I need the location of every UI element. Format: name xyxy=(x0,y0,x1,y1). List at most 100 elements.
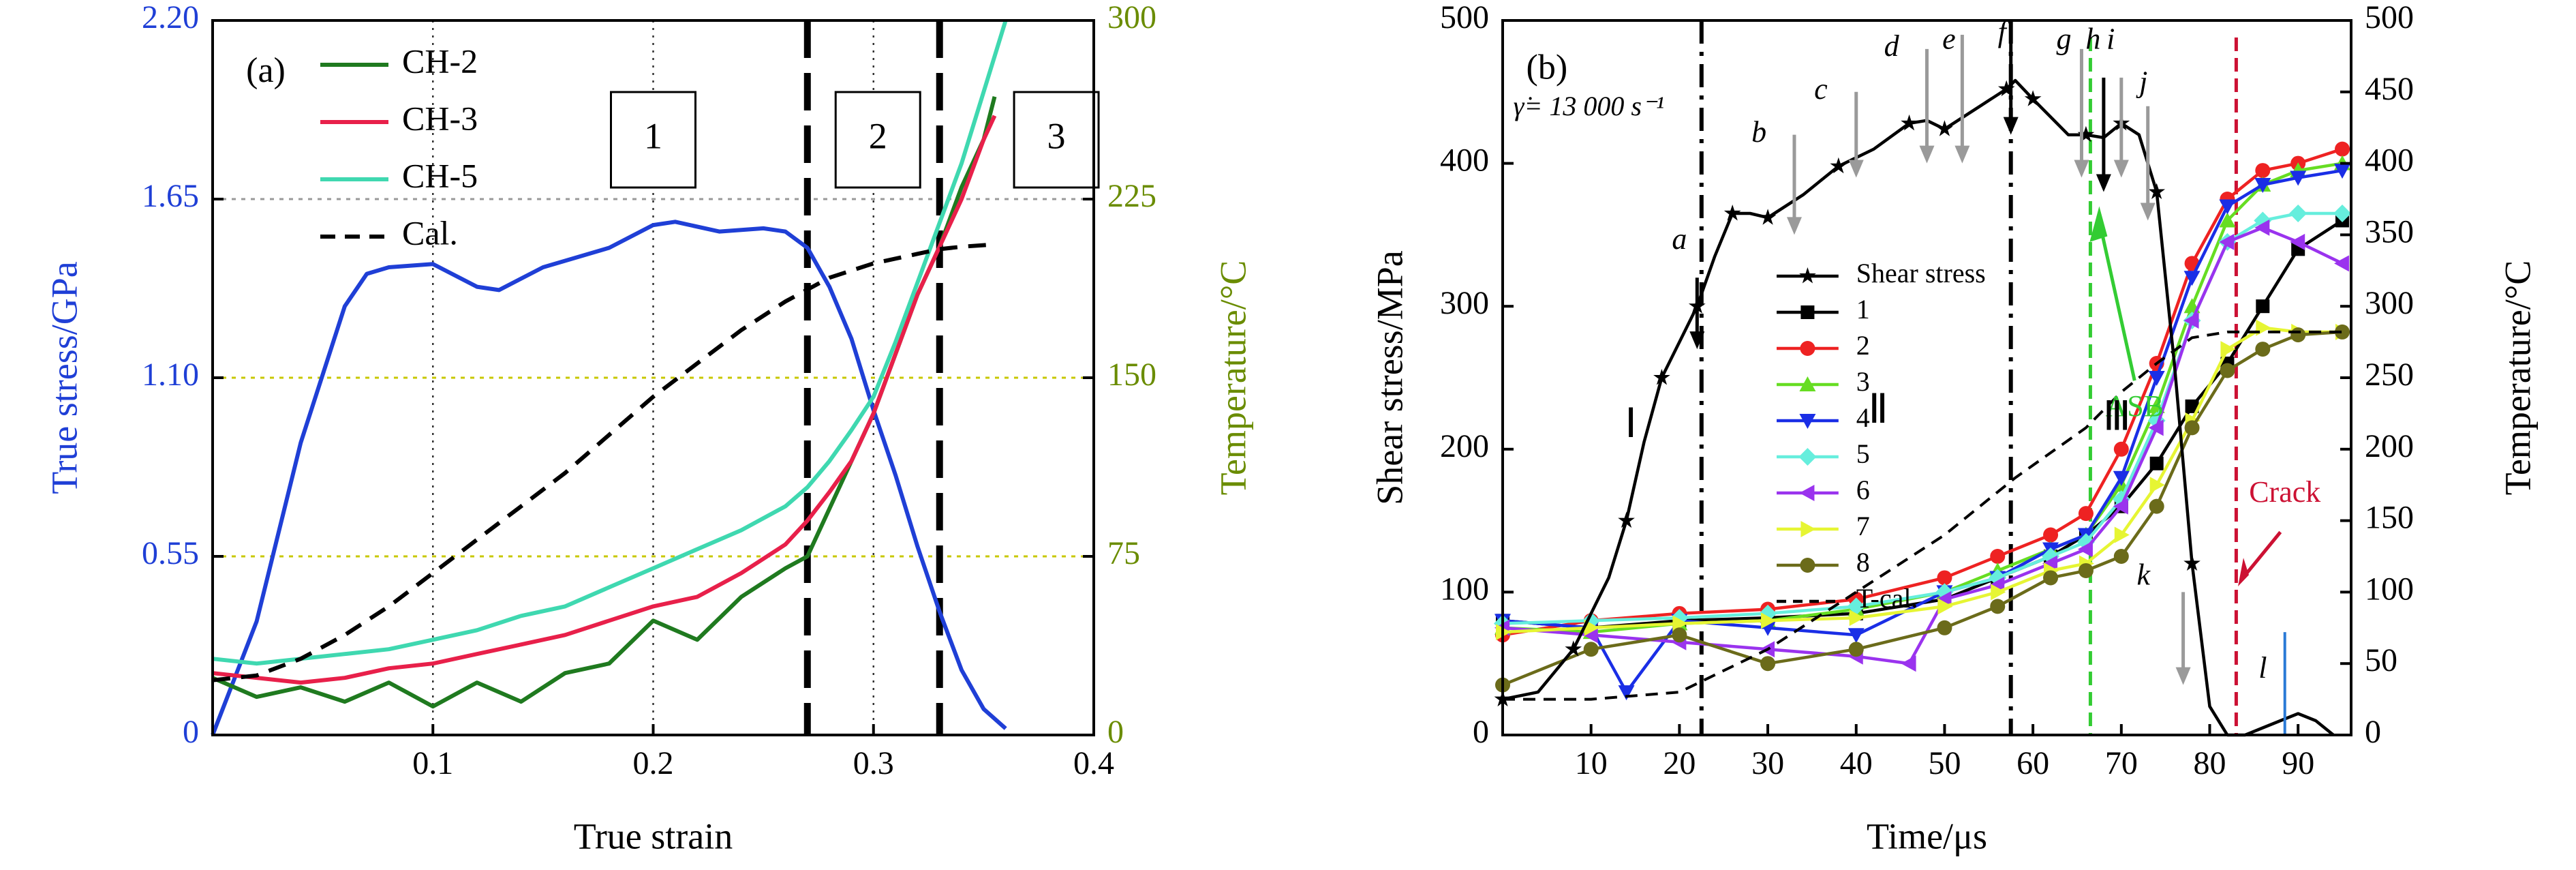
b-series-8-point-2 xyxy=(1672,627,1687,643)
b-yr-tick-label-150: 150 xyxy=(2365,500,2414,536)
b-stage-label-1: Ⅰ xyxy=(1625,401,1637,446)
b-yr-tick-label-400: 400 xyxy=(2365,142,2414,179)
a-legend-label-2: CH-3 xyxy=(402,99,478,137)
b-series-shear-stress-point-24 xyxy=(2077,125,2095,142)
b-x-tick-label-80: 80 xyxy=(2194,745,2226,781)
b-yl-tick-label-500: 500 xyxy=(1440,0,1489,35)
b-arrow-j-head xyxy=(2140,202,2156,221)
b-arrow-e-head xyxy=(1954,145,1970,164)
b-legend-label-5: 5 xyxy=(1856,438,1870,469)
b-point-label-k: k xyxy=(2136,558,2151,592)
b-series-1-point-11 xyxy=(2185,399,2199,413)
b-series-1-point-10 xyxy=(2149,456,2164,470)
b-strain-rate-label: γ̇= 13 000 s⁻¹ xyxy=(1514,91,1664,121)
b-yr-tick-label-0: 0 xyxy=(2365,714,2381,750)
b-yr-tick-label-200: 200 xyxy=(2365,428,2414,464)
b-series-2 xyxy=(1502,147,2343,637)
b-series-6-point-12 xyxy=(2183,312,2199,329)
b-series-6-point-9 xyxy=(2077,541,2093,558)
b-point-label-b: b xyxy=(1751,115,1766,149)
b-series-6-point-16 xyxy=(2334,255,2350,272)
b-series-2-point-9 xyxy=(2113,441,2129,457)
b-point-label-h: h xyxy=(2085,22,2100,56)
b-legend-label-8: 8 xyxy=(1856,547,1870,578)
b-legend-marker-5 xyxy=(1798,448,1817,466)
b-legend-marker-8 xyxy=(1800,558,1815,573)
b-series-7-point-2 xyxy=(1672,615,1688,632)
b-point-label-c: c xyxy=(1814,72,1828,106)
a-series-cal- xyxy=(212,242,995,682)
b-series-6-point-8 xyxy=(2042,555,2058,572)
b-series-8-point-13 xyxy=(2255,342,2271,357)
b-point-label-j: j xyxy=(2136,65,2147,98)
b-series-2-point-15 xyxy=(2335,141,2350,157)
a-region-label-2: 2 xyxy=(869,115,887,156)
a-yr-tick-label-150: 150 xyxy=(1107,357,1156,393)
b-x-tick-label-70: 70 xyxy=(2105,745,2138,781)
b-series-4-point-14 xyxy=(2254,178,2271,194)
b-arrow-f-head xyxy=(2003,117,2019,135)
b-series-8-point-12 xyxy=(2220,363,2235,378)
b-x-axis-label: Time/μs xyxy=(1867,815,1987,856)
a-series-ch-5 xyxy=(212,20,1008,666)
b-series-6-point-15 xyxy=(2290,233,2305,250)
b-point-label-d: d xyxy=(1884,29,1900,63)
b-series-4-point-12 xyxy=(2183,271,2201,286)
b-asb-label: ASB xyxy=(2105,389,2164,423)
a-yl-tick-label-1.10: 1.10 xyxy=(142,357,199,393)
a-yl-tick-label-2.20: 2.20 xyxy=(142,0,199,35)
b-series-6-point-14 xyxy=(2254,219,2270,236)
b-asb-arrow-head xyxy=(2089,206,2108,242)
a-series-ch-3 xyxy=(212,115,997,685)
b-point-label-i: i xyxy=(2106,22,2115,56)
a-yr-tick-label-300: 300 xyxy=(1107,0,1156,35)
b-series-4-point-11 xyxy=(2148,371,2165,386)
b-series-8-point-15 xyxy=(2335,324,2350,340)
b-series-4-point-13 xyxy=(2219,199,2236,215)
b-series-shear-stress-point-10 xyxy=(1723,205,1741,221)
b-x-tick-label-10: 10 xyxy=(1575,745,1608,781)
b-yl-tick-label-100: 100 xyxy=(1440,571,1489,607)
b-arrow-k-head xyxy=(2175,667,2191,685)
b-series-8-point-11 xyxy=(2184,420,2200,436)
a-panel-label: (a) xyxy=(246,51,286,90)
b-series-7-point-10 xyxy=(2149,477,2165,494)
b-series-6-point-6 xyxy=(1936,590,1952,608)
a-yr-tick-label-225: 225 xyxy=(1107,178,1156,214)
b-series-7-point-9 xyxy=(2114,526,2130,543)
b-series-shear-stress-point-12 xyxy=(1759,209,1777,225)
a-x-tick-label-0.3: 0.3 xyxy=(853,745,894,781)
b-point-label-e: e xyxy=(1942,22,1956,56)
b-series-4-point-15 xyxy=(2290,170,2307,186)
b-arrow-g-head xyxy=(2074,160,2089,178)
a-region-label-3: 3 xyxy=(1047,115,1066,156)
a-region-label-1: 1 xyxy=(644,115,662,156)
b-series-8-point-1 xyxy=(1583,642,1599,657)
b-legend-marker-2 xyxy=(1800,341,1815,356)
b-legend-marker-6 xyxy=(1799,485,1815,501)
a-x-tick-label-0.2: 0.2 xyxy=(633,745,674,781)
b-x-tick-label-90: 90 xyxy=(2282,745,2314,781)
b-series-6-point-10 xyxy=(2113,498,2128,515)
b-series-4-point-16 xyxy=(2334,164,2351,179)
b-series-3 xyxy=(1502,162,2343,634)
b-series-8-point-6 xyxy=(1990,599,2006,614)
b-series-8-point-10 xyxy=(2149,498,2164,514)
a-y-right-axis-label: Temperature/°C xyxy=(1212,260,1253,496)
b-y-right-axis-label: Temperature/°C xyxy=(2497,260,2538,496)
b-series-8-point-8 xyxy=(2078,562,2094,578)
b-series-8-point-7 xyxy=(2043,570,2059,586)
b-point-label-a: a xyxy=(1672,222,1687,256)
a-yr-tick-label-0: 0 xyxy=(1107,714,1124,750)
b-yl-tick-label-400: 400 xyxy=(1440,142,1489,179)
b-arrow-d-head xyxy=(1919,145,1935,164)
b-arrow-a-head xyxy=(1689,331,1705,350)
b-series-6-point-5 xyxy=(1901,655,1916,672)
b-series-6-point-11 xyxy=(2148,419,2164,436)
b-series-7-point-12 xyxy=(2220,341,2236,358)
a-x-tick-label-0.4: 0.4 xyxy=(1073,745,1114,781)
b-series-1-point-13 xyxy=(2256,299,2270,314)
b-series-7-point-5 xyxy=(1937,598,1953,615)
a-legend-label-1: CH-2 xyxy=(402,42,478,80)
